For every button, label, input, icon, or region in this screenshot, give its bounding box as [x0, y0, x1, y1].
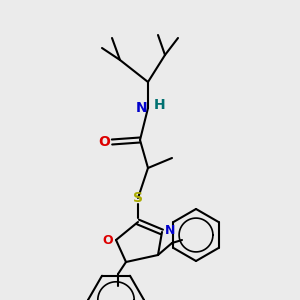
Text: N: N	[136, 101, 148, 115]
Text: S: S	[133, 191, 143, 205]
Text: N: N	[165, 224, 175, 236]
Text: O: O	[98, 135, 110, 149]
Text: H: H	[154, 98, 166, 112]
Text: O: O	[103, 233, 113, 247]
